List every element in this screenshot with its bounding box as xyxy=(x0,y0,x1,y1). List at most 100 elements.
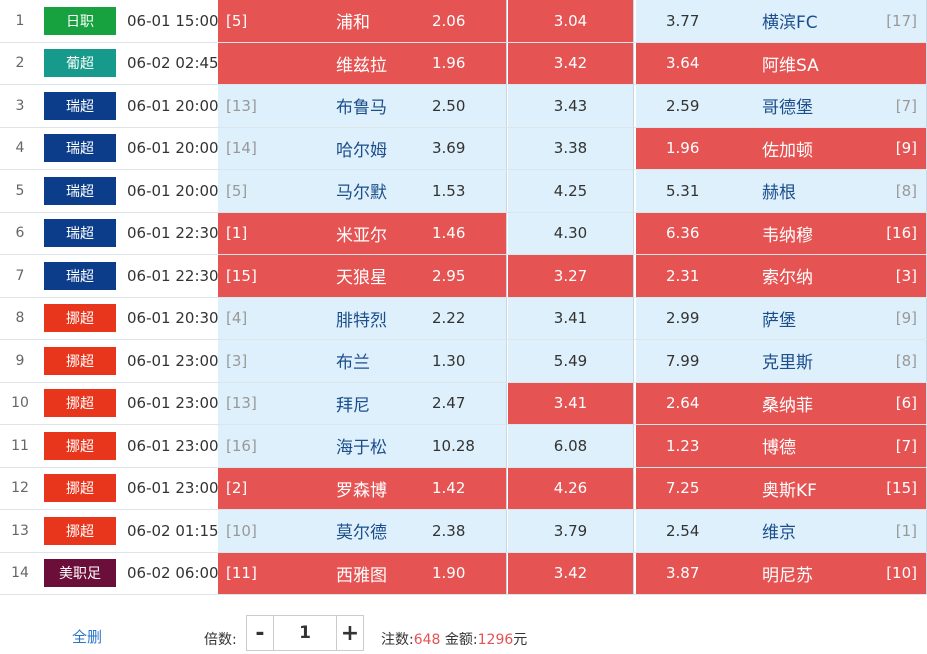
draw-option[interactable]: 4.30 xyxy=(508,212,634,254)
row-index: 5 xyxy=(15,182,25,199)
home-odds: 1.46 xyxy=(432,224,466,243)
away-win-option[interactable]: 7.25 奥斯KF [15] xyxy=(636,467,927,509)
away-team: 韦纳穆 xyxy=(762,225,813,246)
home-odds: 2.22 xyxy=(432,309,466,328)
away-win-option[interactable]: 2.54 维京 [1] xyxy=(636,510,927,552)
home-team: 浦和 xyxy=(336,13,370,34)
home-rank: [2] xyxy=(226,479,248,498)
multiplier-input[interactable]: 1 xyxy=(273,616,337,650)
league-badge: 瑞超 xyxy=(44,261,116,290)
draw-odds: 3.27 xyxy=(553,266,588,285)
amount-unit: 元 xyxy=(513,632,528,648)
league-cell: 瑞超 xyxy=(44,128,116,170)
home-win-option[interactable]: [13] 拜尼 2.47 xyxy=(218,382,507,424)
away-team: 桑纳菲 xyxy=(762,395,813,416)
bet-summary: 注数:648 金额:1296元 xyxy=(381,629,527,649)
draw-option[interactable]: 4.25 xyxy=(508,170,634,212)
home-win-option[interactable]: [14] 哈尔姆 3.69 xyxy=(218,127,507,169)
home-win-option[interactable]: [4] 腓特烈 2.22 xyxy=(218,297,507,339)
draw-option[interactable]: 6.08 xyxy=(508,425,634,467)
home-rank: [5] xyxy=(226,11,248,30)
home-win-option[interactable]: [5] 浦和 2.06 xyxy=(218,0,507,42)
away-win-option[interactable]: 7.99 克里斯 [8] xyxy=(636,340,927,382)
away-win-option[interactable]: 5.31 赫根 [8] xyxy=(636,170,927,212)
away-odds: 2.99 xyxy=(666,309,700,328)
home-win-option[interactable]: [5] 马尔默 1.53 xyxy=(218,170,507,212)
draw-option[interactable]: 3.41 xyxy=(508,297,634,339)
draw-odds: 3.41 xyxy=(553,394,588,413)
clear-all-button[interactable]: 全删 xyxy=(72,628,103,646)
home-odds: 1.42 xyxy=(432,479,466,498)
home-win-option[interactable]: 维兹拉 1.96 xyxy=(218,42,507,84)
league-badge: 葡超 xyxy=(44,49,116,78)
match-row: 5 瑞超 06-01 20:00 [5] 马尔默 1.53 4.25 5.31 赫根 [8] xyxy=(0,170,927,213)
home-odds: 1.96 xyxy=(432,54,466,73)
draw-option[interactable]: 3.41 xyxy=(508,382,634,424)
match-row: 8 挪超 06-01 20:30 [4] 腓特烈 2.22 3.41 2.99 萨堡 [9] xyxy=(0,297,927,340)
draw-option[interactable]: 3.79 xyxy=(508,510,634,552)
draw-option[interactable]: 3.43 xyxy=(508,85,634,127)
league-badge: 瑞超 xyxy=(44,134,116,163)
draw-option[interactable]: 3.27 xyxy=(508,255,634,297)
away-team: 克里斯 xyxy=(762,353,813,374)
home-win-option[interactable]: [11] 西雅图 1.90 xyxy=(218,552,507,594)
league-cell: 瑞超 xyxy=(44,170,116,212)
league-badge: 挪超 xyxy=(44,346,116,375)
draw-option[interactable]: 3.42 xyxy=(508,42,634,84)
away-win-option[interactable]: 1.96 佐加顿 [9] xyxy=(636,127,927,169)
away-win-option[interactable]: 2.64 桑纳菲 [6] xyxy=(636,382,927,424)
match-row: 3 瑞超 06-01 20:00 [13] 布鲁马 2.50 3.43 2.59 哥德堡 [7] xyxy=(0,85,927,128)
away-win-option[interactable]: 1.23 博德 [7] xyxy=(636,425,927,467)
league-badge: 挪超 xyxy=(44,431,116,460)
home-win-option[interactable]: [15] 天狼星 2.95 xyxy=(218,255,507,297)
away-win-option[interactable]: 3.87 明尼苏 [10] xyxy=(636,552,927,594)
away-win-option[interactable]: 3.77 横滨FC [17] xyxy=(636,0,927,42)
draw-option[interactable]: 4.26 xyxy=(508,467,634,509)
league-cell: 瑞超 xyxy=(44,255,116,297)
home-win-option[interactable]: [2] 罗森博 1.42 xyxy=(218,467,507,509)
away-odds: 3.87 xyxy=(666,564,700,583)
row-index: 1 xyxy=(15,12,25,29)
league-cell: 挪超 xyxy=(44,468,116,510)
row-index: 14 xyxy=(11,565,29,582)
draw-option[interactable]: 5.49 xyxy=(508,340,634,382)
away-team: 横滨FC xyxy=(762,13,818,34)
draw-option[interactable]: 3.04 xyxy=(508,0,634,42)
row-index: 8 xyxy=(15,310,25,327)
away-win-option[interactable]: 2.99 萨堡 [9] xyxy=(636,297,927,339)
home-win-option[interactable]: [13] 布鲁马 2.50 xyxy=(218,85,507,127)
home-team: 罗森博 xyxy=(336,480,387,501)
away-win-option[interactable]: 2.59 哥德堡 [7] xyxy=(636,85,927,127)
home-win-option[interactable]: [10] 莫尔德 2.38 xyxy=(218,510,507,552)
away-win-option[interactable]: 2.31 索尔纳 [3] xyxy=(636,255,927,297)
draw-odds: 3.43 xyxy=(553,96,588,115)
away-win-option[interactable]: 6.36 韦纳穆 [16] xyxy=(636,212,927,254)
home-win-option[interactable]: [3] 布兰 1.30 xyxy=(218,340,507,382)
draw-option[interactable]: 3.42 xyxy=(508,552,634,594)
home-team: 布鲁马 xyxy=(336,98,387,119)
match-row: 4 瑞超 06-01 20:00 [14] 哈尔姆 3.69 3.38 1.96 佐加顿 [9] xyxy=(0,127,927,170)
match-row: 2 葡超 06-02 02:45 维兹拉 1.96 3.42 3.64 阿维SA xyxy=(0,42,927,85)
minus-button[interactable]: - xyxy=(255,620,265,646)
league-cell: 日职 xyxy=(44,0,116,42)
draw-option[interactable]: 3.38 xyxy=(508,127,634,169)
league-cell: 美职足 xyxy=(44,553,116,595)
amount-value: 1296 xyxy=(477,632,514,648)
league-badge: 挪超 xyxy=(44,389,116,418)
match-time: 06-02 02:45 xyxy=(127,54,219,73)
match-time: 06-01 22:30 xyxy=(127,224,219,243)
home-rank: [4] xyxy=(226,309,248,328)
away-odds: 2.54 xyxy=(666,521,700,540)
row-index: 2 xyxy=(15,55,25,72)
draw-odds: 5.49 xyxy=(553,351,588,370)
league-cell: 挪超 xyxy=(44,425,116,467)
plus-button[interactable]: + xyxy=(340,620,360,646)
match-row: 6 瑞超 06-01 22:30 [1] 米亚尔 1.46 4.30 6.36 韦纳穆 [16] xyxy=(0,212,927,255)
home-win-option[interactable]: [1] 米亚尔 1.46 xyxy=(218,212,507,254)
away-team: 哥德堡 xyxy=(762,98,813,119)
away-team: 索尔纳 xyxy=(762,268,813,289)
away-rank: [8] xyxy=(895,351,917,370)
home-team: 马尔默 xyxy=(336,183,387,204)
away-win-option[interactable]: 3.64 阿维SA xyxy=(636,42,927,84)
home-win-option[interactable]: [16] 海于松 10.28 xyxy=(218,425,507,467)
